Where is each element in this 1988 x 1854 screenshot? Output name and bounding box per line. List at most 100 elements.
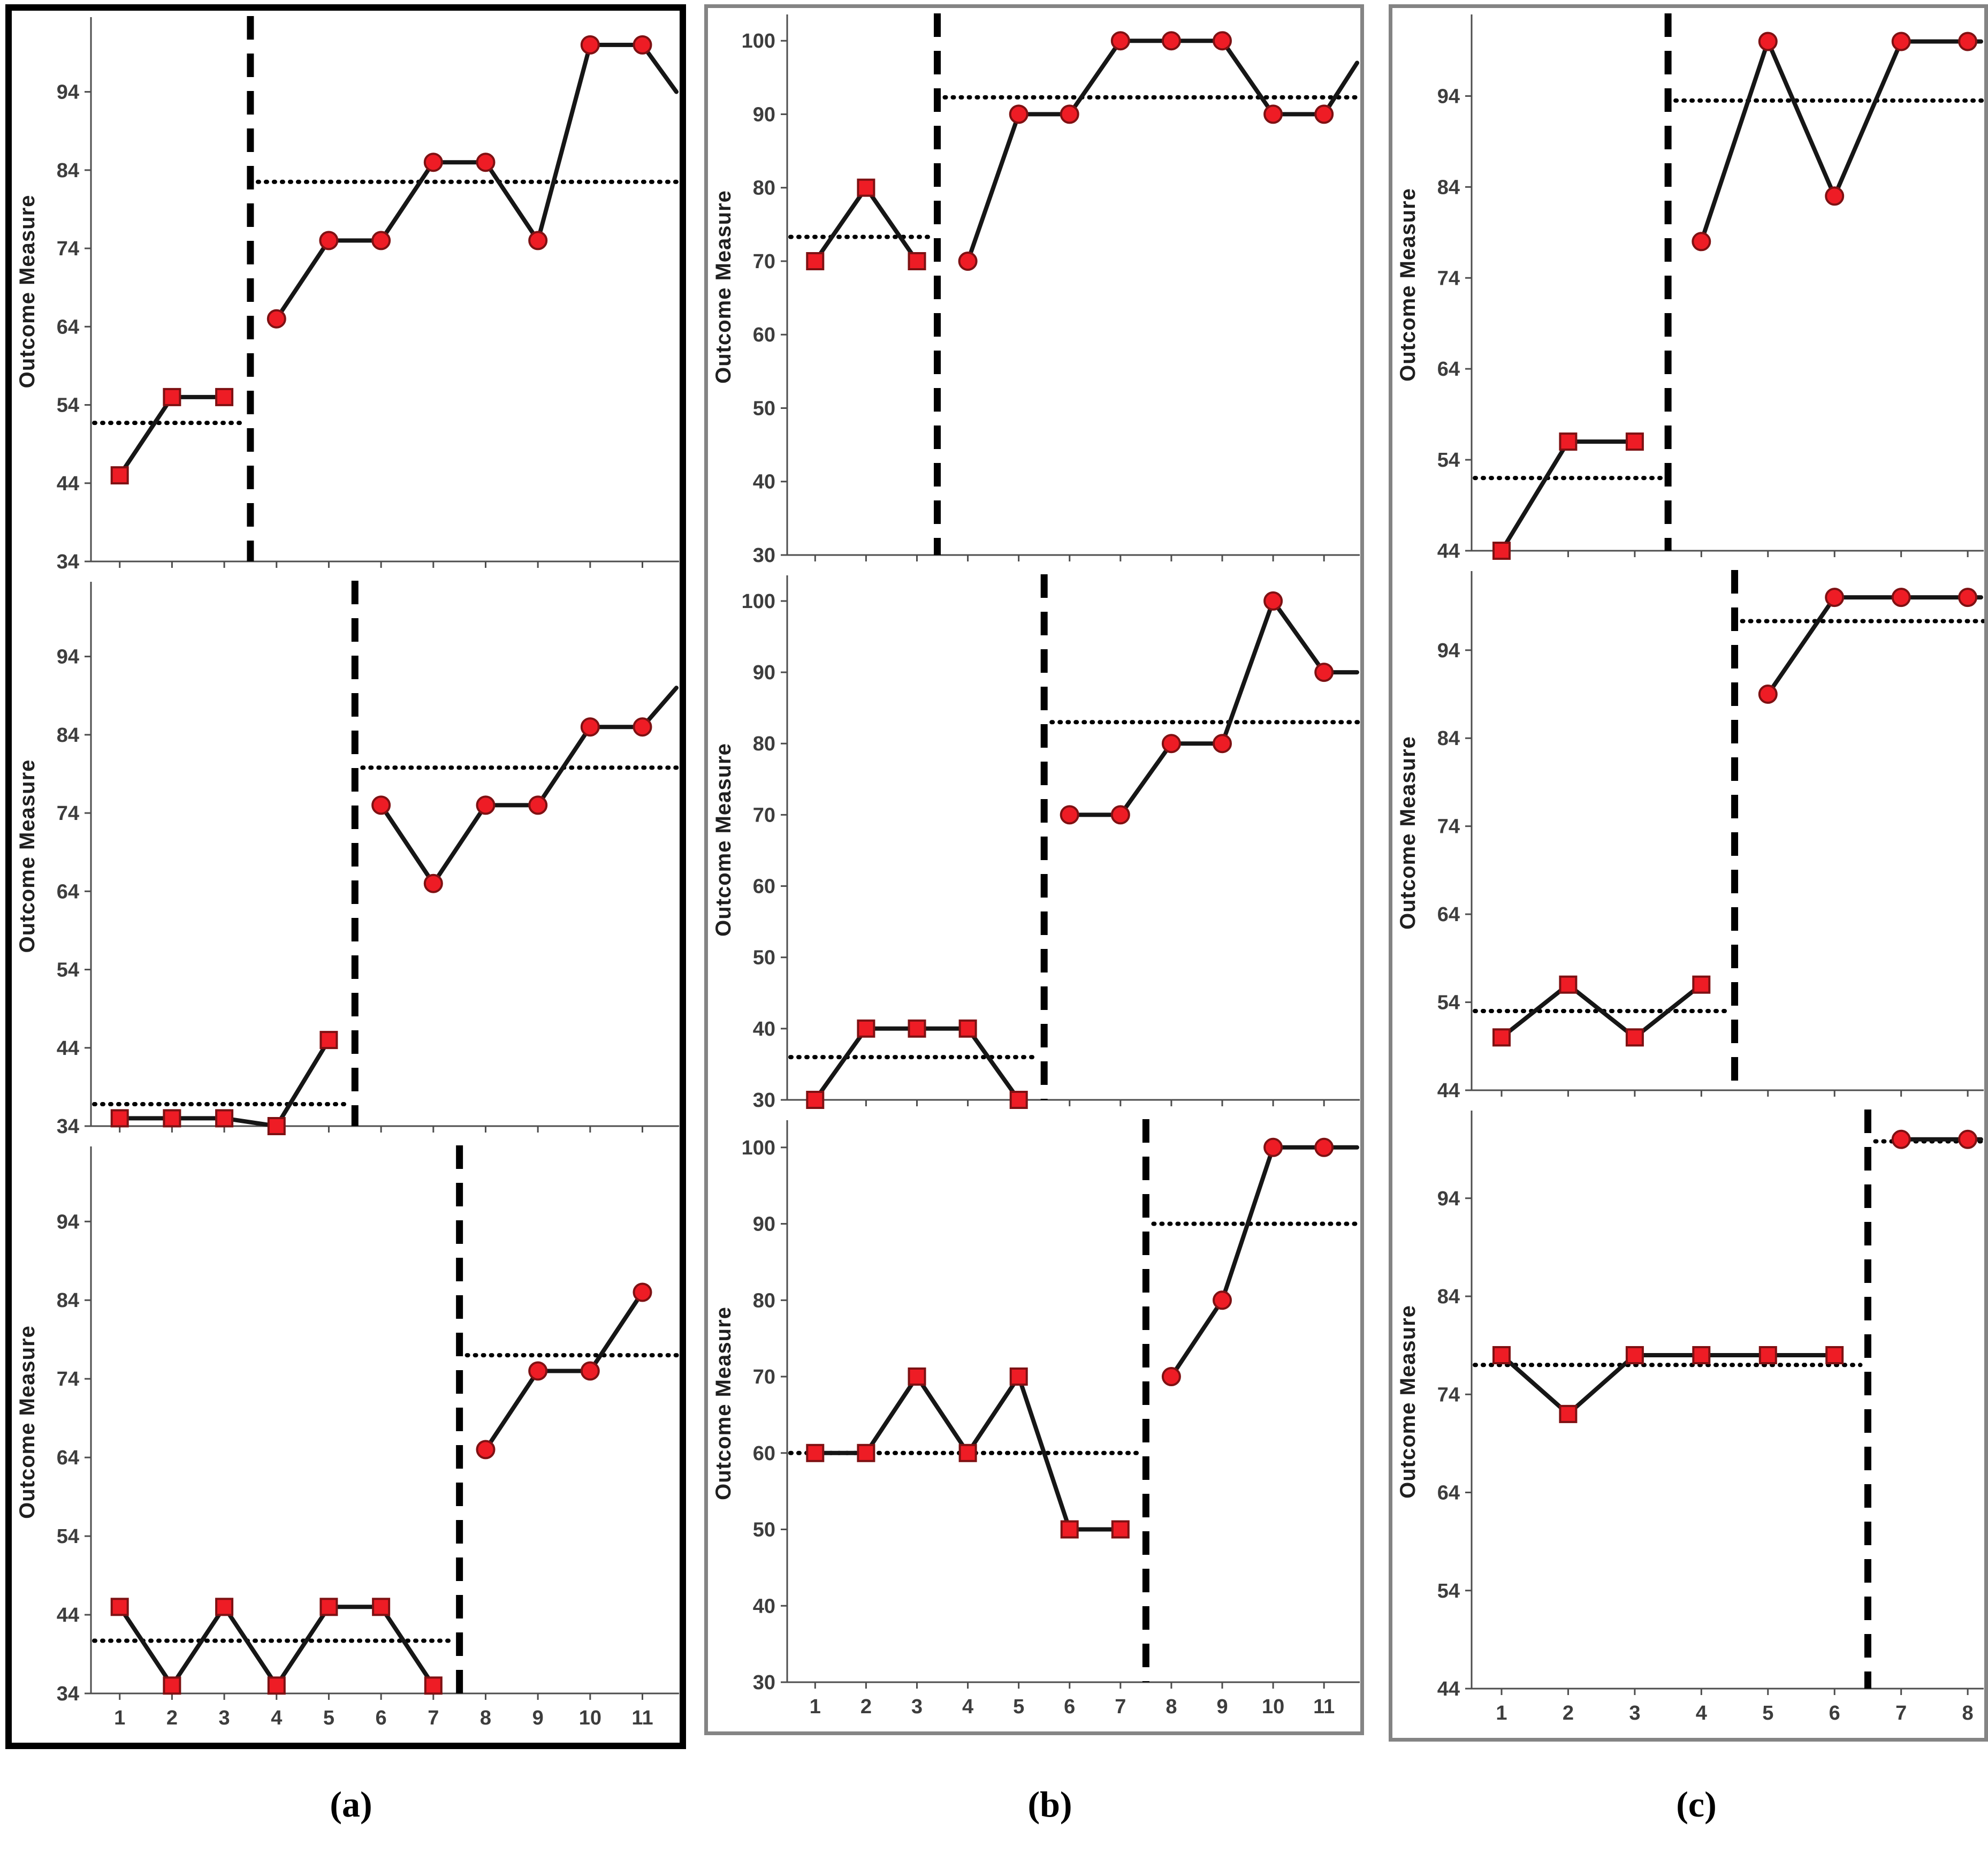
y-tick-label: 74 xyxy=(57,238,79,260)
x-tick-label: 2 xyxy=(860,1696,872,1718)
data-point-square xyxy=(1625,432,1644,451)
data-point-square xyxy=(215,1598,234,1616)
axes: 34 44 54 64 74 84 94 xyxy=(57,17,679,573)
y-tick-label: 80 xyxy=(753,1289,775,1312)
panel-label-b: (b) xyxy=(1027,1784,1072,1825)
chart-a-middle: Outcome Measure 34 44 54 64 74 84 94 xyxy=(12,578,681,1142)
y-tick-label: 54 xyxy=(57,959,79,982)
y-tick-label: 84 xyxy=(57,1289,79,1312)
data-point-square xyxy=(267,1676,286,1695)
y-tick-label: 94 xyxy=(1437,1188,1460,1210)
x-tick-label: 2 xyxy=(1563,1702,1574,1724)
x-tick-label: 7 xyxy=(1115,1696,1126,1718)
y-tick-label: 94 xyxy=(57,1211,79,1233)
x-tick-label: 8 xyxy=(1166,1696,1177,1718)
x-tick-label: 3 xyxy=(219,1707,230,1729)
chart-c-bottom: Outcome Measure 44 54 64 74 84 94 1 2 3 4 5 6 7 8 xyxy=(1392,1106,1985,1738)
y-tick-label: 64 xyxy=(57,880,79,903)
data-point-square xyxy=(1692,1346,1711,1364)
data-point-circle xyxy=(371,231,391,250)
x-tick-label: 3 xyxy=(911,1696,923,1718)
baseline-series xyxy=(806,1019,1028,1109)
data-point-square xyxy=(857,178,875,197)
y-tick-label: 34 xyxy=(57,1683,79,1705)
y-tick-label: 84 xyxy=(1437,727,1460,750)
data-point-circle xyxy=(1891,1129,1911,1149)
x-tick-label: 5 xyxy=(1762,1702,1773,1724)
x-tick-label: 11 xyxy=(631,1707,653,1729)
data-point-circle xyxy=(580,717,600,737)
y-tick-label: 50 xyxy=(753,1519,775,1541)
x-tick-label: 4 xyxy=(1696,1702,1707,1724)
data-point-circle xyxy=(423,873,443,893)
chart-svg: Outcome Measure 44 54 64 74 84 94 xyxy=(1396,13,1985,563)
y-tick-label: 64 xyxy=(1437,358,1460,381)
y-tick-label: 54 xyxy=(1437,1580,1460,1602)
data-point-circle xyxy=(1958,588,1978,607)
data-point-square xyxy=(958,1443,977,1462)
y-tick-label: 70 xyxy=(753,250,775,273)
chart-a-top: Outcome Measure 34 44 54 64 74 84 94 xyxy=(12,13,681,578)
data-point-circle xyxy=(1213,31,1232,51)
y-tick-label: 54 xyxy=(1437,449,1460,472)
y-tick-label: 74 xyxy=(57,1368,79,1390)
data-point-circle xyxy=(1958,32,1978,51)
data-point-circle xyxy=(1110,805,1130,825)
data-point-square xyxy=(1060,1520,1079,1539)
chart-b-middle: Outcome Measure 30 40 50 60 70 80 90 100 xyxy=(708,571,1361,1116)
y-tick-label: 34 xyxy=(57,551,79,573)
y-tick-label: 90 xyxy=(753,662,775,684)
data-point-square xyxy=(110,1598,129,1616)
x-tick-label: 2 xyxy=(166,1707,178,1729)
data-point-square xyxy=(857,1019,875,1038)
x-tick-label: 7 xyxy=(1895,1702,1907,1724)
data-point-square xyxy=(1492,1028,1511,1047)
data-point-circle xyxy=(423,153,443,172)
chart-svg: Outcome Measure 44 54 64 74 84 94 xyxy=(1396,570,1985,1102)
data-point-circle xyxy=(1314,663,1334,682)
x-tick-label: 6 xyxy=(1064,1696,1075,1718)
data-point-circle xyxy=(528,795,548,815)
panel-label-a: (a) xyxy=(330,1784,372,1825)
baseline-series xyxy=(806,1367,1130,1539)
y-tick-label: 64 xyxy=(1437,1482,1460,1505)
data-point-square xyxy=(163,1676,181,1695)
y-tick-label: 100 xyxy=(742,30,775,52)
chart-svg: Outcome Measure 30 40 50 60 70 80 90 100 1 2 3 4 5 6 7 8… xyxy=(712,1119,1361,1718)
y-axis-title: Outcome Measure xyxy=(16,195,39,389)
x-tick-label: 6 xyxy=(1829,1702,1840,1724)
y-tick-label: 94 xyxy=(57,81,79,104)
y-tick-label: 64 xyxy=(57,1447,79,1469)
data-point-square xyxy=(1758,1346,1777,1364)
y-tick-label: 34 xyxy=(57,1115,79,1138)
data-point-circle xyxy=(633,717,652,737)
x-tick-label: 1 xyxy=(1496,1702,1507,1724)
baseline-series xyxy=(1492,975,1711,1047)
column-a: Outcome Measure 34 44 54 64 74 84 94 Outcome Me… xyxy=(5,4,686,1749)
data-point-square xyxy=(424,1676,443,1695)
data-point-circle xyxy=(476,153,496,172)
chart-b-bottom: Outcome Measure 30 40 50 60 70 80 90 100 1 2 3 4 5 6 7 8… xyxy=(708,1116,1361,1731)
data-point-circle xyxy=(1263,591,1283,611)
data-point-circle xyxy=(319,231,339,250)
data-point-square xyxy=(110,466,129,485)
y-tick-label: 64 xyxy=(57,316,79,338)
data-point-circle xyxy=(1263,104,1283,124)
x-tick-label: 11 xyxy=(1313,1696,1335,1718)
intervention-series xyxy=(1161,1137,1359,1386)
data-point-square xyxy=(1625,1028,1644,1047)
y-tick-label: 60 xyxy=(753,876,775,898)
data-point-square xyxy=(1559,1404,1578,1423)
y-tick-label: 50 xyxy=(753,397,775,420)
y-tick-label: 90 xyxy=(753,103,775,126)
y-tick-label: 44 xyxy=(1437,1080,1460,1102)
chart-svg: Outcome Measure 34 44 54 64 74 84 94 xyxy=(16,581,681,1138)
y-tick-label: 44 xyxy=(57,473,79,495)
x-tick-label: 1 xyxy=(810,1696,821,1718)
y-tick-label: 64 xyxy=(1437,903,1460,926)
data-point-circle xyxy=(580,35,600,55)
y-tick-label: 40 xyxy=(753,1018,775,1040)
data-point-circle xyxy=(1161,1367,1181,1386)
y-tick-label: 80 xyxy=(753,733,775,755)
intervention-series xyxy=(266,35,679,329)
